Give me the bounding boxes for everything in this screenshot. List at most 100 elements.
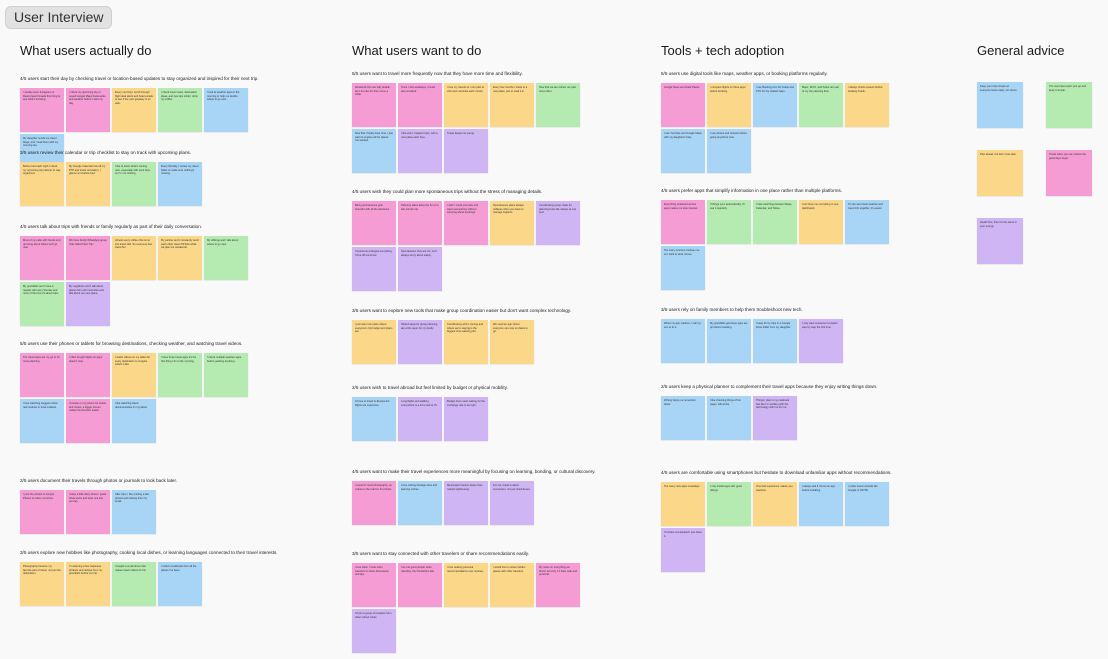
sticky-note[interactable]: I use Booking.com for hotels and FTO for… <box>753 83 797 127</box>
sticky-note[interactable]: We have family WhatsApp group chat calle… <box>66 236 110 280</box>
sticky-note[interactable]: I like checking things off on paper, sti… <box>707 396 751 440</box>
sticky-note[interactable]: The travel apps are my go to for route p… <box>20 353 64 397</box>
sticky-note[interactable]: My grandkids get these apps set up befor… <box>707 319 751 363</box>
sticky-note[interactable]: Travel when you can, before the good day… <box>1046 150 1092 196</box>
sticky-note[interactable]: Most of my calls with friends end up bei… <box>20 236 64 280</box>
sticky-note[interactable]: Too many new apps nowadays. <box>661 482 705 526</box>
sticky-group: I just want one place where everyone's t… <box>352 320 580 364</box>
sticky-note[interactable]: Travel keeps me young. <box>444 129 488 173</box>
sticky-note[interactable]: I'm learning a few Japanese phrases and … <box>66 562 110 606</box>
sticky-note[interactable]: I wish I could just pack and travel some… <box>444 201 488 245</box>
sticky-note[interactable]: I check multiple weather apps before pac… <box>204 353 248 397</box>
sticky-note[interactable]: I've met good people while traveling; th… <box>398 563 442 607</box>
sticky-note[interactable]: I have three travel apps it's the first … <box>158 353 202 397</box>
sticky-group: The travel apps are my go to for route p… <box>20 353 248 443</box>
sticky-note[interactable]: Before bed each night I check my upcomin… <box>20 162 64 206</box>
insight-group: 4/5 users wish they could plan more spon… <box>352 189 580 291</box>
sticky-note[interactable]: Writing helps me remember faster. <box>661 396 705 440</box>
sticky-note[interactable]: I prefer known brands like Google or WOT… <box>845 482 889 526</box>
sticky-note[interactable]: I love when I meet other travelers to sh… <box>352 563 396 607</box>
sticky-note[interactable]: I post the photos to Google Photos to re… <box>20 490 64 534</box>
sticky-note[interactable]: I use YouTube and Google Maps with my da… <box>661 129 705 173</box>
sticky-note[interactable]: If I can see travel weather and travel i… <box>845 200 889 244</box>
sticky-note[interactable]: Budget trips mean waiting for the exchan… <box>444 397 488 441</box>
sticky-note[interactable]: If it looks complicated I just close it. <box>661 528 705 572</box>
sticky-note[interactable]: Things I plan in my notebook feel like I… <box>753 396 797 440</box>
sticky-note[interactable]: Spontaneous trips are fun, but I always … <box>398 247 442 291</box>
sticky-note[interactable]: I just want one place where everyone's t… <box>352 320 396 364</box>
sticky-note[interactable]: If someone arranged everything, I'd be o… <box>352 247 396 291</box>
sticky-note[interactable]: The real travel spirit: just go and keep… <box>1046 82 1092 128</box>
sticky-note[interactable]: Everything scattered across apps makes m… <box>661 200 705 244</box>
sticky-note[interactable]: Coordinating who's coming and where we'r… <box>444 320 488 364</box>
sticky-note[interactable]: I collect cookbooks from all the places … <box>158 562 202 606</box>
sticky-note[interactable]: Maps, WCO, and Fodor are part of my trip… <box>799 83 843 127</box>
sticky-note[interactable]: My neighbors and I talk about places fro… <box>66 282 110 326</box>
sticky-note[interactable]: I bought a small drone that makes travel… <box>112 562 156 606</box>
sticky-note[interactable]: I hate switching between Maps, Calendar,… <box>753 200 797 244</box>
sticky-note[interactable]: Every Monday I review my travel folder t… <box>158 162 202 206</box>
sticky-note[interactable]: My siblings and I talk about where to go… <box>204 236 248 280</box>
sticky-note[interactable]: When my app crashes, I call my son to fi… <box>661 319 705 363</box>
sticky-note[interactable]: Health first, then it's the same in your… <box>977 218 1023 264</box>
sticky-note[interactable]: I like short, frequent trips, with a new… <box>398 129 442 173</box>
sticky-note[interactable]: I keep all my trips in a Google Drive fo… <box>753 319 797 363</box>
sticky-note[interactable]: I usually open Instagram or Reels travel… <box>20 88 64 132</box>
sticky-note[interactable]: I love visiting heritage sites and learn… <box>398 481 442 525</box>
sticky-note[interactable]: If things sync automatically, I'll use i… <box>707 200 751 244</box>
insight-label: 4/5 users talk about trips with friends … <box>20 224 203 229</box>
sticky-note[interactable]: I use photos and reviews before going an… <box>707 129 751 173</box>
sticky-note[interactable]: I'd join a group of travelers from other… <box>352 609 396 653</box>
sticky-note[interactable]: I love reading personal recommendations … <box>444 563 488 607</box>
sticky-note[interactable]: My notes on everything we found, but onl… <box>536 563 580 607</box>
sticky-note[interactable]: I travel for local photography, as cultu… <box>352 481 396 525</box>
sticky-note[interactable]: My Google Calendar has all my PTP and tr… <box>66 162 110 206</box>
sticky-note[interactable]: My partner and I constantly send each ot… <box>158 236 202 280</box>
sticky-note[interactable]: I would love to share hidden places with… <box>490 563 534 607</box>
sticky-note[interactable]: I love my travels so I can plan to visit… <box>444 83 488 127</box>
sticky-note[interactable]: For me, travel is about connection, not … <box>490 481 534 525</box>
sticky-note[interactable]: I often bought flights on apps doesn't s… <box>66 353 110 397</box>
sticky-note[interactable]: I compare flights on three apps before b… <box>707 83 751 127</box>
sticky-note[interactable]: Too many sources confuse me, so I stick … <box>661 246 705 290</box>
sticky-note[interactable]: I check my upcoming trip or saved Google… <box>66 88 110 132</box>
sticky-note[interactable]: Weekend trips are fully doable, but I do… <box>352 83 396 127</box>
sticky-note[interactable]: Meaningful travel is better than rushed … <box>444 481 488 525</box>
sticky-note[interactable]: I only want someone to explain step by s… <box>799 319 843 363</box>
sticky-note[interactable]: Once I visit weekdays, it feels less cro… <box>398 83 442 127</box>
sticky-note[interactable]: After trips, I like printing a few photo… <box>112 490 156 534</box>
sticky-note[interactable]: My grandkids and I have a regular call e… <box>20 282 64 326</box>
sticky-note[interactable]: Shared apps for group planning are a lif… <box>398 320 442 364</box>
sticky-note[interactable]: I only install apps with good ratings. <box>707 482 751 526</box>
sticky-note[interactable]: I watch videos on my tablet for every de… <box>112 353 156 397</box>
sticky-note[interactable]: I keep a little diary where I paste tick… <box>66 490 110 534</box>
sticky-note[interactable]: I check travel news, destination ideas, … <box>158 88 202 132</box>
sticky-note[interactable]: Coordinating group chats for planning fe… <box>536 201 580 245</box>
sticky-note[interactable]: Now that I finally have time, I just wan… <box>352 129 396 173</box>
sticky-note[interactable]: Keep your trips simple so everyone feels… <box>977 82 1023 128</box>
sticky-note[interactable]: I always check reviews before booking ho… <box>845 83 889 127</box>
sticky-note[interactable]: Planning takes away the fun of a last-mi… <box>398 201 442 245</box>
sticky-note[interactable]: I always ask if I know an app before ins… <box>799 482 843 526</box>
sticky-note[interactable]: Photography became my favorite part of t… <box>20 562 64 606</box>
sticky-note[interactable]: Almost every coffee chat turns into trav… <box>112 236 156 280</box>
sticky-note[interactable]: Now that we are retired, we plan more of… <box>536 83 580 127</box>
sticky-note[interactable]: Long flights and walking everywhere is a… <box>398 397 442 441</box>
sticky-note[interactable]: Being spontaneous gets stressful with al… <box>352 201 396 245</box>
sticky-note[interactable]: Every morning I scroll through flight de… <box>112 88 156 132</box>
sticky-note[interactable]: One bad experience makes you cautious. <box>753 482 797 526</box>
sticky-note[interactable]: We need an app where everyone can vote o… <box>490 320 534 364</box>
sticky-note[interactable]: I like watching travel documentaries on … <box>112 399 156 443</box>
sticky-note[interactable]: Plan ahead, but don't over-plan. <box>977 150 1023 196</box>
sticky-note[interactable]: I browse on my phone for hotels and rout… <box>66 399 110 443</box>
sticky-note[interactable]: I love watching vloggers show real routi… <box>20 399 64 443</box>
sticky-note[interactable]: I look at weather apps in the morning to… <box>204 88 248 132</box>
sticky-note[interactable]: I like to know what's coming next, espec… <box>112 162 156 206</box>
sticky-note[interactable]: Spontaneous plans always collapse when y… <box>490 201 534 245</box>
board-title[interactable]: User Interview <box>5 6 113 29</box>
sticky-note[interactable]: Just show me everything in one dashboard… <box>799 200 843 244</box>
sticky-note[interactable]: Google Maps and Hotel Planet. <box>661 83 705 127</box>
sticky-note[interactable]: Every few months I travel to a new place… <box>490 83 534 127</box>
sticky-note[interactable]: I'd love to travel to Europe but flights… <box>352 397 396 441</box>
